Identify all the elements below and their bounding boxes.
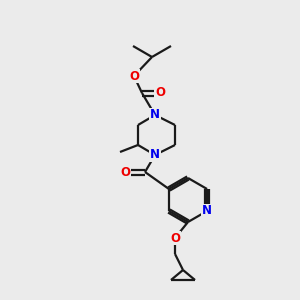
Text: O: O bbox=[155, 86, 165, 100]
Text: O: O bbox=[170, 232, 180, 244]
Text: N: N bbox=[150, 148, 160, 161]
Text: N: N bbox=[150, 109, 160, 122]
Text: N: N bbox=[202, 205, 212, 218]
Text: O: O bbox=[129, 70, 139, 83]
Text: O: O bbox=[120, 166, 130, 178]
